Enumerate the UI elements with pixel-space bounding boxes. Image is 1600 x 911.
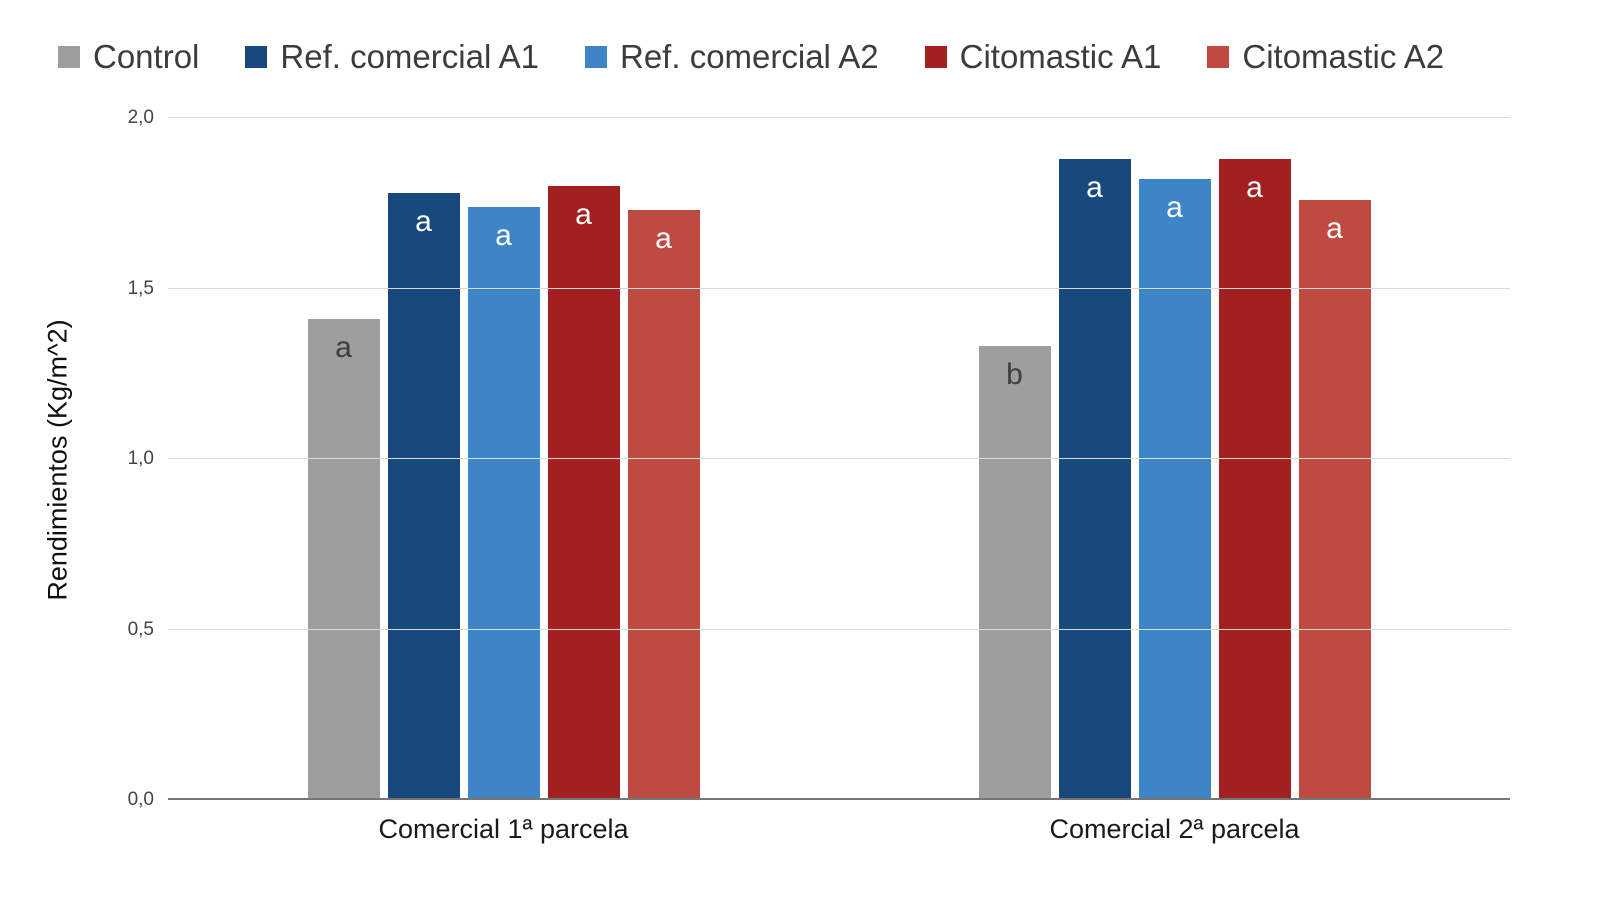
legend-label: Ref. comercial A1 — [280, 38, 539, 75]
bar-data-label: a — [1246, 170, 1263, 204]
legend-swatch-icon — [245, 46, 268, 68]
legend-label: Control — [93, 38, 200, 75]
gridline — [168, 458, 1510, 459]
bar-data-label: a — [415, 205, 432, 239]
bar: a — [1218, 158, 1291, 800]
bar-data-label: a — [1326, 211, 1343, 245]
legend-label: Ref. comercial A2 — [620, 38, 879, 75]
bar: a — [307, 319, 380, 800]
bar-data-label: a — [655, 222, 672, 256]
bar: b — [978, 346, 1051, 800]
y-tick-label: 1,5 — [127, 277, 154, 299]
gridline — [168, 628, 1510, 630]
bar-data-label: b — [1006, 358, 1023, 392]
bar: a — [1058, 158, 1131, 800]
gridline — [168, 117, 1510, 118]
legend-label: Citomastic A2 — [1242, 38, 1445, 75]
y-tick-label: 0,0 — [127, 789, 154, 810]
y-axis-title: Rendimientos (Kg/m^2) — [42, 319, 73, 601]
legend-item: Citomastic A1 — [924, 38, 1162, 76]
legend-item: Ref. comercial A2 — [585, 38, 879, 76]
bar-group: b a a a a — [839, 118, 1510, 800]
legend-swatch-icon — [924, 46, 947, 68]
legend-swatch-icon — [58, 46, 80, 68]
chart-legend: Control Ref. comercial A1 Ref. comercial A… — [58, 38, 1444, 76]
bar: a — [547, 186, 620, 800]
y-tick-label: 2,0 — [127, 107, 154, 128]
y-tick-label: 1,0 — [127, 448, 154, 469]
y-tick-label: 0,5 — [127, 618, 154, 640]
bar: a — [1138, 179, 1211, 800]
bar-data-label: a — [1166, 191, 1183, 225]
legend-swatch-icon — [1207, 46, 1230, 68]
legend-item: Ref. comercial A1 — [245, 38, 539, 76]
bar: a — [387, 193, 460, 800]
gridline — [168, 287, 1510, 289]
legend-item: Control — [58, 38, 199, 76]
bar: a — [467, 206, 540, 800]
x-axis-baseline — [168, 798, 1510, 800]
legend-swatch-icon — [585, 46, 607, 68]
bar-data-label: a — [335, 331, 352, 365]
legend-item: Citomastic A2 — [1207, 38, 1444, 76]
legend-label: Citomastic A1 — [959, 38, 1162, 75]
x-category-label: Comercial 2ª parcela — [1049, 814, 1300, 844]
bar-groups: a a a a a b a a a a — [168, 118, 1510, 800]
bar-data-label: a — [575, 198, 592, 232]
bar-data-label: a — [1086, 170, 1103, 204]
bar-group: a a a a a — [168, 118, 839, 800]
x-category-label: Comercial 1ª parcela — [378, 814, 629, 844]
x-axis-labels: Comercial 1ª parcela Comercial 2ª parcela — [168, 814, 1510, 845]
bar-data-label: a — [495, 218, 512, 252]
bar: a — [1298, 199, 1371, 800]
plot-area: a a a a a b a a a a 0,0 0,5 1,0 1,5 2,0 — [128, 107, 1510, 810]
bar: a — [627, 210, 700, 800]
